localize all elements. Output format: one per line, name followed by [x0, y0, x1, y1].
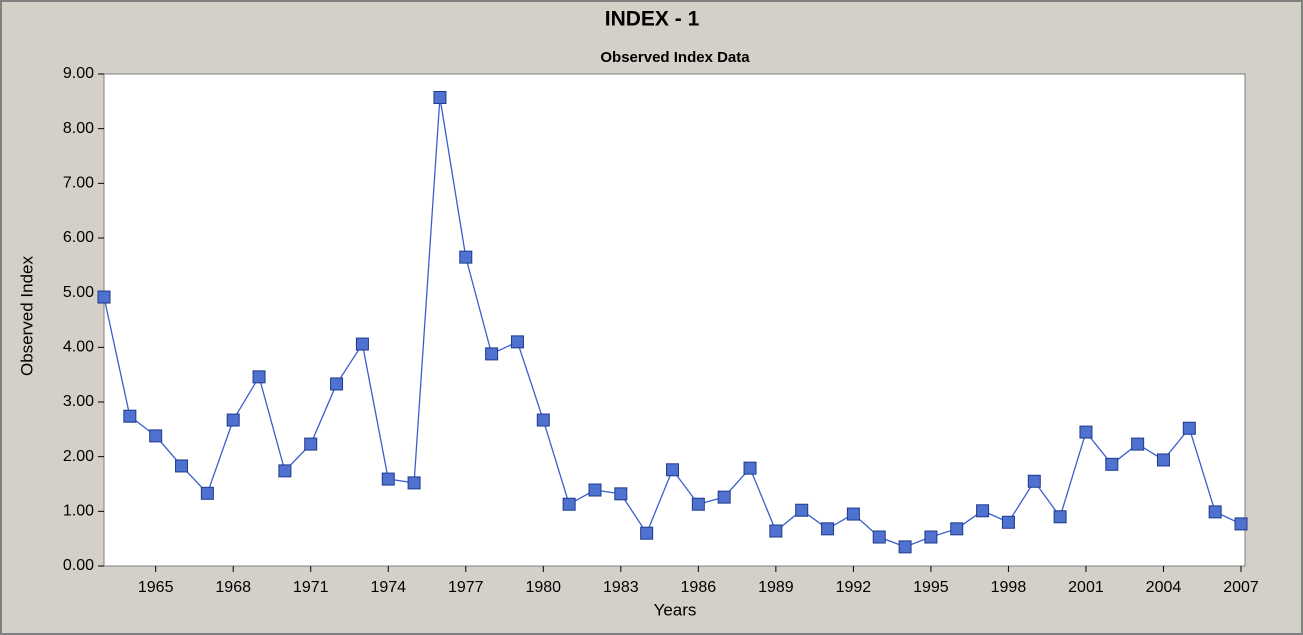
- data-point: [1182, 421, 1196, 435]
- data-point: [640, 526, 654, 540]
- y-tick-label: 3.00: [63, 393, 94, 410]
- data-point: [536, 413, 550, 427]
- data-point: [252, 370, 266, 384]
- data-point: [278, 464, 292, 478]
- data-point: [1001, 515, 1015, 529]
- data-point: [1234, 517, 1248, 531]
- data-point: [1079, 425, 1093, 439]
- x-tick-label: 1965: [138, 579, 174, 596]
- data-point: [769, 524, 783, 538]
- x-tick-label: 1995: [913, 579, 949, 596]
- data-point: [1156, 453, 1170, 467]
- data-point: [691, 497, 705, 511]
- data-point: [459, 250, 473, 264]
- data-point: [200, 486, 214, 500]
- y-tick-label: 9.00: [63, 65, 94, 82]
- data-point: [1105, 457, 1119, 471]
- x-tick-label: 1968: [215, 579, 251, 596]
- y-tick-label: 2.00: [63, 448, 94, 465]
- data-point: [1208, 505, 1222, 519]
- y-tick-label: 7.00: [63, 175, 94, 192]
- data-point: [562, 497, 576, 511]
- plot-area: [103, 73, 1246, 567]
- y-tick-label: 6.00: [63, 229, 94, 246]
- data-point: [1027, 474, 1041, 488]
- y-tick-label: 8.00: [63, 120, 94, 137]
- x-tick-label: 2004: [1146, 579, 1182, 596]
- data-point: [330, 377, 344, 391]
- y-tick-label: 4.00: [63, 339, 94, 356]
- data-point: [795, 503, 809, 517]
- data-point: [924, 530, 938, 544]
- data-point: [175, 459, 189, 473]
- x-tick-label: 1998: [991, 579, 1027, 596]
- data-point: [1053, 510, 1067, 524]
- data-point: [666, 463, 679, 477]
- data-point: [846, 507, 860, 521]
- x-axis-label: Years: [654, 600, 697, 619]
- data-point: [588, 483, 602, 497]
- y-tick-label: 0.00: [63, 557, 94, 574]
- data-point: [123, 409, 137, 423]
- data-point: [433, 91, 447, 105]
- x-tick-label: 1974: [370, 579, 406, 596]
- data-point: [355, 337, 369, 351]
- x-tick-label: 1986: [681, 579, 717, 596]
- data-point: [407, 476, 421, 490]
- data-point: [821, 522, 835, 536]
- chart-subtitle: Observed Index Data: [600, 49, 750, 66]
- x-tick-label: 1989: [758, 579, 794, 596]
- data-point: [950, 522, 964, 536]
- x-tick-label: 1971: [293, 579, 329, 596]
- data-point: [149, 429, 163, 443]
- x-tick-label: 1992: [836, 579, 872, 596]
- data-point: [872, 530, 886, 544]
- data-point: [614, 487, 628, 501]
- y-axis-label: Observed Index: [17, 255, 36, 376]
- x-tick-label: 2001: [1068, 579, 1104, 596]
- y-tick-label: 5.00: [63, 284, 94, 301]
- x-tick-label: 1977: [448, 579, 484, 596]
- chart-title: INDEX - 1: [605, 8, 700, 31]
- data-point: [304, 437, 318, 451]
- data-point: [226, 413, 240, 427]
- x-tick-label: 1983: [603, 579, 639, 596]
- data-point: [898, 540, 912, 554]
- data-point: [485, 347, 499, 361]
- data-point: [381, 472, 395, 486]
- data-point: [1131, 437, 1145, 451]
- data-point: [976, 504, 990, 518]
- data-point: [510, 335, 524, 349]
- data-point: [717, 490, 731, 504]
- x-tick-label: 1980: [525, 579, 561, 596]
- y-tick-label: 1.00: [63, 503, 94, 520]
- data-point: [97, 290, 111, 304]
- data-point: [743, 461, 757, 475]
- x-tick-label: 2007: [1223, 579, 1259, 596]
